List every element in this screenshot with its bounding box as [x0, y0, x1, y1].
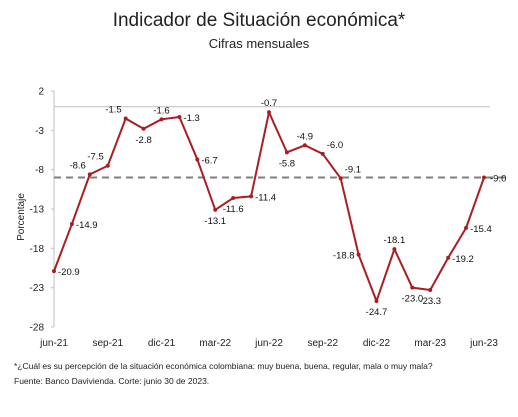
data-point	[213, 207, 218, 212]
data-point	[249, 194, 254, 199]
x-tick-label: jun-23	[469, 338, 498, 349]
data-label: -8.6	[69, 160, 85, 171]
chart-title: Indicador de Situación económica*	[112, 10, 406, 31]
data-label: -1.5	[105, 105, 121, 116]
data-point	[374, 299, 379, 304]
y-tick-label: -3	[35, 126, 44, 137]
data-point	[177, 114, 182, 119]
data-point	[141, 126, 146, 131]
y-tick-label: -8	[35, 165, 44, 176]
data-label: -23.0	[402, 294, 424, 305]
chart-subtitle: Cifras mensuales	[208, 36, 310, 51]
footnote: *¿Cuál es su percepción de la situación …	[14, 361, 433, 371]
data-label: -18.8	[333, 251, 355, 262]
y-tick-label: -28	[30, 323, 45, 334]
x-tick-label: jun-21	[39, 338, 68, 349]
y-tick-label: -13	[30, 205, 45, 216]
data-point	[105, 163, 110, 168]
data-point	[446, 255, 451, 260]
data-point	[464, 225, 469, 230]
data-point	[356, 252, 361, 257]
x-tick-label: sep-21	[92, 338, 123, 349]
x-tick-label: jun-22	[254, 338, 283, 349]
data-label: -2.8	[135, 135, 151, 146]
data-label: -6.7	[201, 155, 217, 166]
data-label: -20.9	[58, 267, 80, 278]
data-label: -7.5	[87, 152, 103, 163]
data-point	[302, 143, 307, 148]
data-point	[428, 288, 433, 293]
data-point	[159, 117, 164, 122]
data-point	[392, 247, 397, 252]
x-tick-label: mar-22	[199, 338, 231, 349]
data-label: -0.7	[261, 98, 277, 109]
data-point	[338, 176, 343, 181]
data-label: -9.0	[490, 174, 506, 185]
data-label: -14.9	[76, 220, 98, 231]
y-axis-title: Porcentaje	[16, 193, 27, 241]
data-label: -9.1	[345, 164, 361, 175]
x-tick-label: mar-23	[414, 338, 446, 349]
data-point	[482, 175, 486, 180]
series-line	[53, 111, 485, 303]
data-point	[69, 221, 74, 226]
data-label: -23.3	[419, 296, 441, 307]
data-point	[123, 116, 128, 121]
data-label: -5.8	[279, 158, 295, 169]
data-label: -1.3	[183, 113, 199, 124]
data-label: -18.1	[384, 235, 406, 246]
data-label: -19.2	[452, 254, 474, 265]
data-label: -1.6	[153, 105, 169, 116]
x-tick-label: dic-22	[363, 338, 391, 349]
data-point	[195, 157, 200, 162]
data-point	[52, 269, 56, 274]
data-label: -11.4	[255, 192, 276, 203]
data-point	[87, 172, 92, 177]
data-label: -15.4	[470, 224, 492, 235]
data-point	[410, 285, 415, 290]
y-tick-label: -23	[30, 283, 45, 294]
source-note: Fuente: Banco Davivienda. Corte: junio 3…	[14, 376, 210, 386]
data-point	[267, 110, 271, 115]
data-label: -13.1	[204, 216, 226, 227]
data-label: -4.9	[297, 131, 313, 142]
y-tick-label: 2	[38, 87, 44, 98]
x-tick-label: sep-22	[307, 338, 338, 349]
data-point	[320, 151, 325, 156]
x-tick-label: dic-21	[148, 338, 176, 349]
y-tick-label: -18	[30, 244, 45, 255]
data-label: -24.7	[366, 307, 388, 318]
data-point	[284, 150, 289, 155]
data-label: -11.6	[223, 204, 244, 215]
data-point	[231, 195, 236, 200]
data-label: -6.0	[327, 140, 343, 151]
